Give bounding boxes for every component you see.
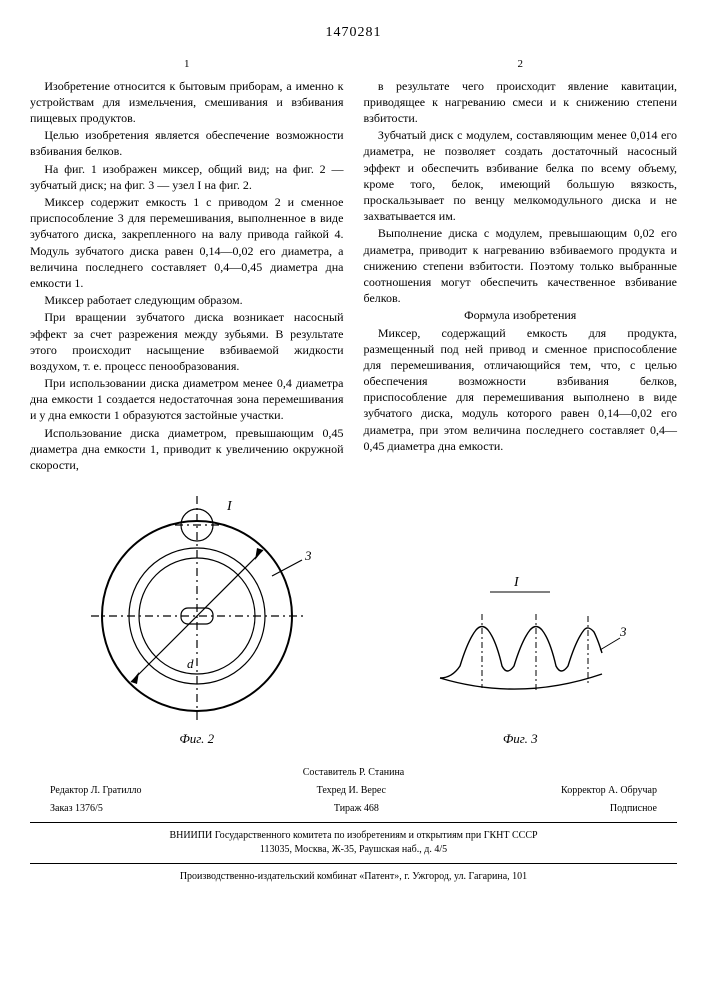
document-number: 1470281 xyxy=(30,24,677,43)
col1-page-num: 1 xyxy=(30,57,344,72)
figures-row: I 3 d Фиг. 2 I 3 Фиг. 3 xyxy=(30,488,677,748)
figure-3: I 3 Фиг. 3 xyxy=(410,568,630,748)
fig3-detail-mark: I xyxy=(513,575,520,590)
paragraph: Зубчатый диск с модулем, составляющим ме… xyxy=(364,127,678,224)
formula-title: Формула изобретения xyxy=(364,307,678,323)
fig2-svg: I 3 d xyxy=(77,488,317,728)
credits-row-1: Редактор Л. Гратилло Техред И. Верес Кор… xyxy=(50,784,657,798)
footer-publisher: Производственно-издательский комбинат «П… xyxy=(30,870,677,884)
paragraph: в результате чего происходит явление кав… xyxy=(364,78,678,127)
text-columns: 1 Изобретение относится к бытовым прибор… xyxy=(30,57,677,474)
footer-divider-2 xyxy=(30,863,677,864)
paragraph: Миксер работает следующим образом. xyxy=(30,292,344,308)
footer-address: 113035, Москва, Ж-35, Раушская наб., д. … xyxy=(30,843,677,857)
fig2-detail-mark: I xyxy=(226,499,233,514)
paragraph: При использовании диска диаметром менее … xyxy=(30,375,344,424)
footer-org: ВНИИПИ Государственного комитета по изоб… xyxy=(30,829,677,843)
tirage: Тираж 468 xyxy=(334,802,379,816)
subscribe: Подписное xyxy=(610,802,657,816)
fig3-label: Фиг. 3 xyxy=(410,730,630,748)
fig2-dim-d: d xyxy=(187,656,194,671)
paragraph: Выполнение диска с модулем, превышающим … xyxy=(364,225,678,306)
footer-block: Составитель Р. Станина Редактор Л. Грати… xyxy=(30,766,677,884)
paragraph: Целью изобретения является обеспечение в… xyxy=(30,127,344,159)
fig2-label: Фиг. 2 xyxy=(77,730,317,748)
order-number: Заказ 1376/5 xyxy=(50,802,103,816)
paragraph: На фиг. 1 изображен миксер, общий вид; н… xyxy=(30,161,344,193)
col2-page-num: 2 xyxy=(364,57,678,72)
figure-2: I 3 d Фиг. 2 xyxy=(77,488,317,748)
fig2-ref-3: 3 xyxy=(304,548,312,563)
fig3-ref-3: 3 xyxy=(619,624,627,639)
column-right: 2 в результате чего происходит явление к… xyxy=(364,57,678,474)
column-left: 1 Изобретение относится к бытовым прибор… xyxy=(30,57,344,474)
fig3-svg: I 3 xyxy=(410,568,630,728)
paragraph: Изобретение относится к бытовым приборам… xyxy=(30,78,344,127)
editor: Редактор Л. Гратилло xyxy=(50,784,142,798)
formula-text: Миксер, содержащий емкость для продукта,… xyxy=(364,325,678,455)
credits-row-2: Заказ 1376/5 Тираж 468 Подписное xyxy=(50,802,657,816)
paragraph: Использование диска диаметром, превышающ… xyxy=(30,425,344,474)
paragraph: При вращении зубчатого диска возникает н… xyxy=(30,309,344,374)
corrector: Корректор А. Обручар xyxy=(561,784,657,798)
paragraph: Миксер содержит емкость 1 с приводом 2 и… xyxy=(30,194,344,291)
tech-editor: Техред И. Верес xyxy=(317,784,386,798)
footer-divider-1 xyxy=(30,822,677,823)
compiler: Составитель Р. Станина xyxy=(30,766,677,780)
